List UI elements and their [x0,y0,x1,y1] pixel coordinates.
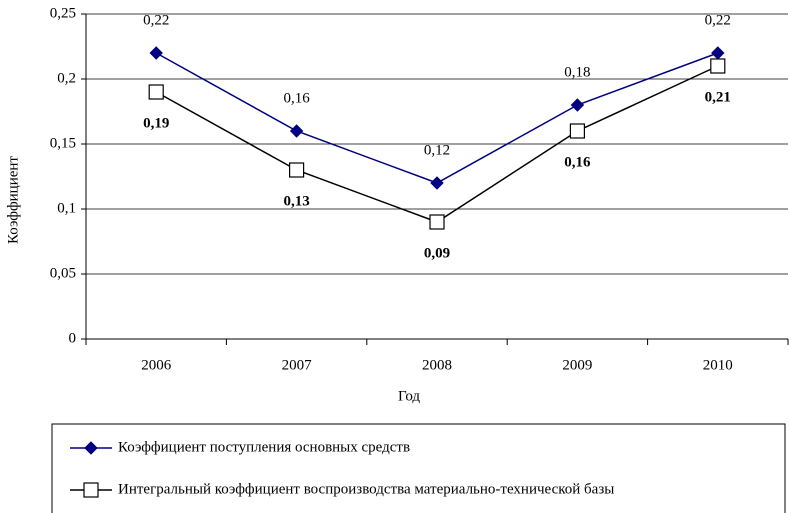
y-axis-label: Коэффициент [5,156,21,244]
point [149,46,163,60]
data-label: 0,22 [143,12,169,28]
y-tick-label: 0,1 [57,200,76,216]
data-label: 0,13 [283,193,309,209]
point [289,162,305,178]
point [148,84,164,100]
point [289,124,304,138]
x-tick-label: 2007 [282,357,313,373]
point [711,46,725,60]
x-tick-label: 2009 [562,357,592,373]
data-label: 0,21 [705,89,731,105]
x-axis-label: Год [398,388,420,404]
y-tick-label: 0,05 [50,265,76,281]
point [710,58,726,74]
y-tick-label: 0,2 [57,70,76,86]
legend-label: Коэффициент поступления основных средств [118,439,410,455]
data-label: 0,19 [143,115,169,131]
x-tick-label: 2010 [703,357,733,373]
y-tick-label: 0,15 [50,135,76,151]
legend-box [51,423,786,513]
series-line [155,52,719,184]
point [84,441,98,455]
data-label: 0,18 [564,64,590,80]
point [570,98,585,112]
x-tick-label: 2008 [422,357,452,373]
data-label: 0,12 [424,142,450,158]
data-label: 0,16 [564,154,591,170]
y-tick-label: 0,25 [50,5,76,21]
data-label: 0,16 [283,90,310,106]
data-label: 0,22 [705,12,731,28]
x-tick-label: 2006 [141,357,172,373]
y-tick-label: 0 [69,330,77,346]
point [430,176,444,190]
legend-label: Интегральный коэффициент воспроизводства… [118,481,614,497]
point [569,123,586,139]
data-label: 0,09 [424,245,450,261]
point [83,482,99,498]
point [429,214,445,230]
